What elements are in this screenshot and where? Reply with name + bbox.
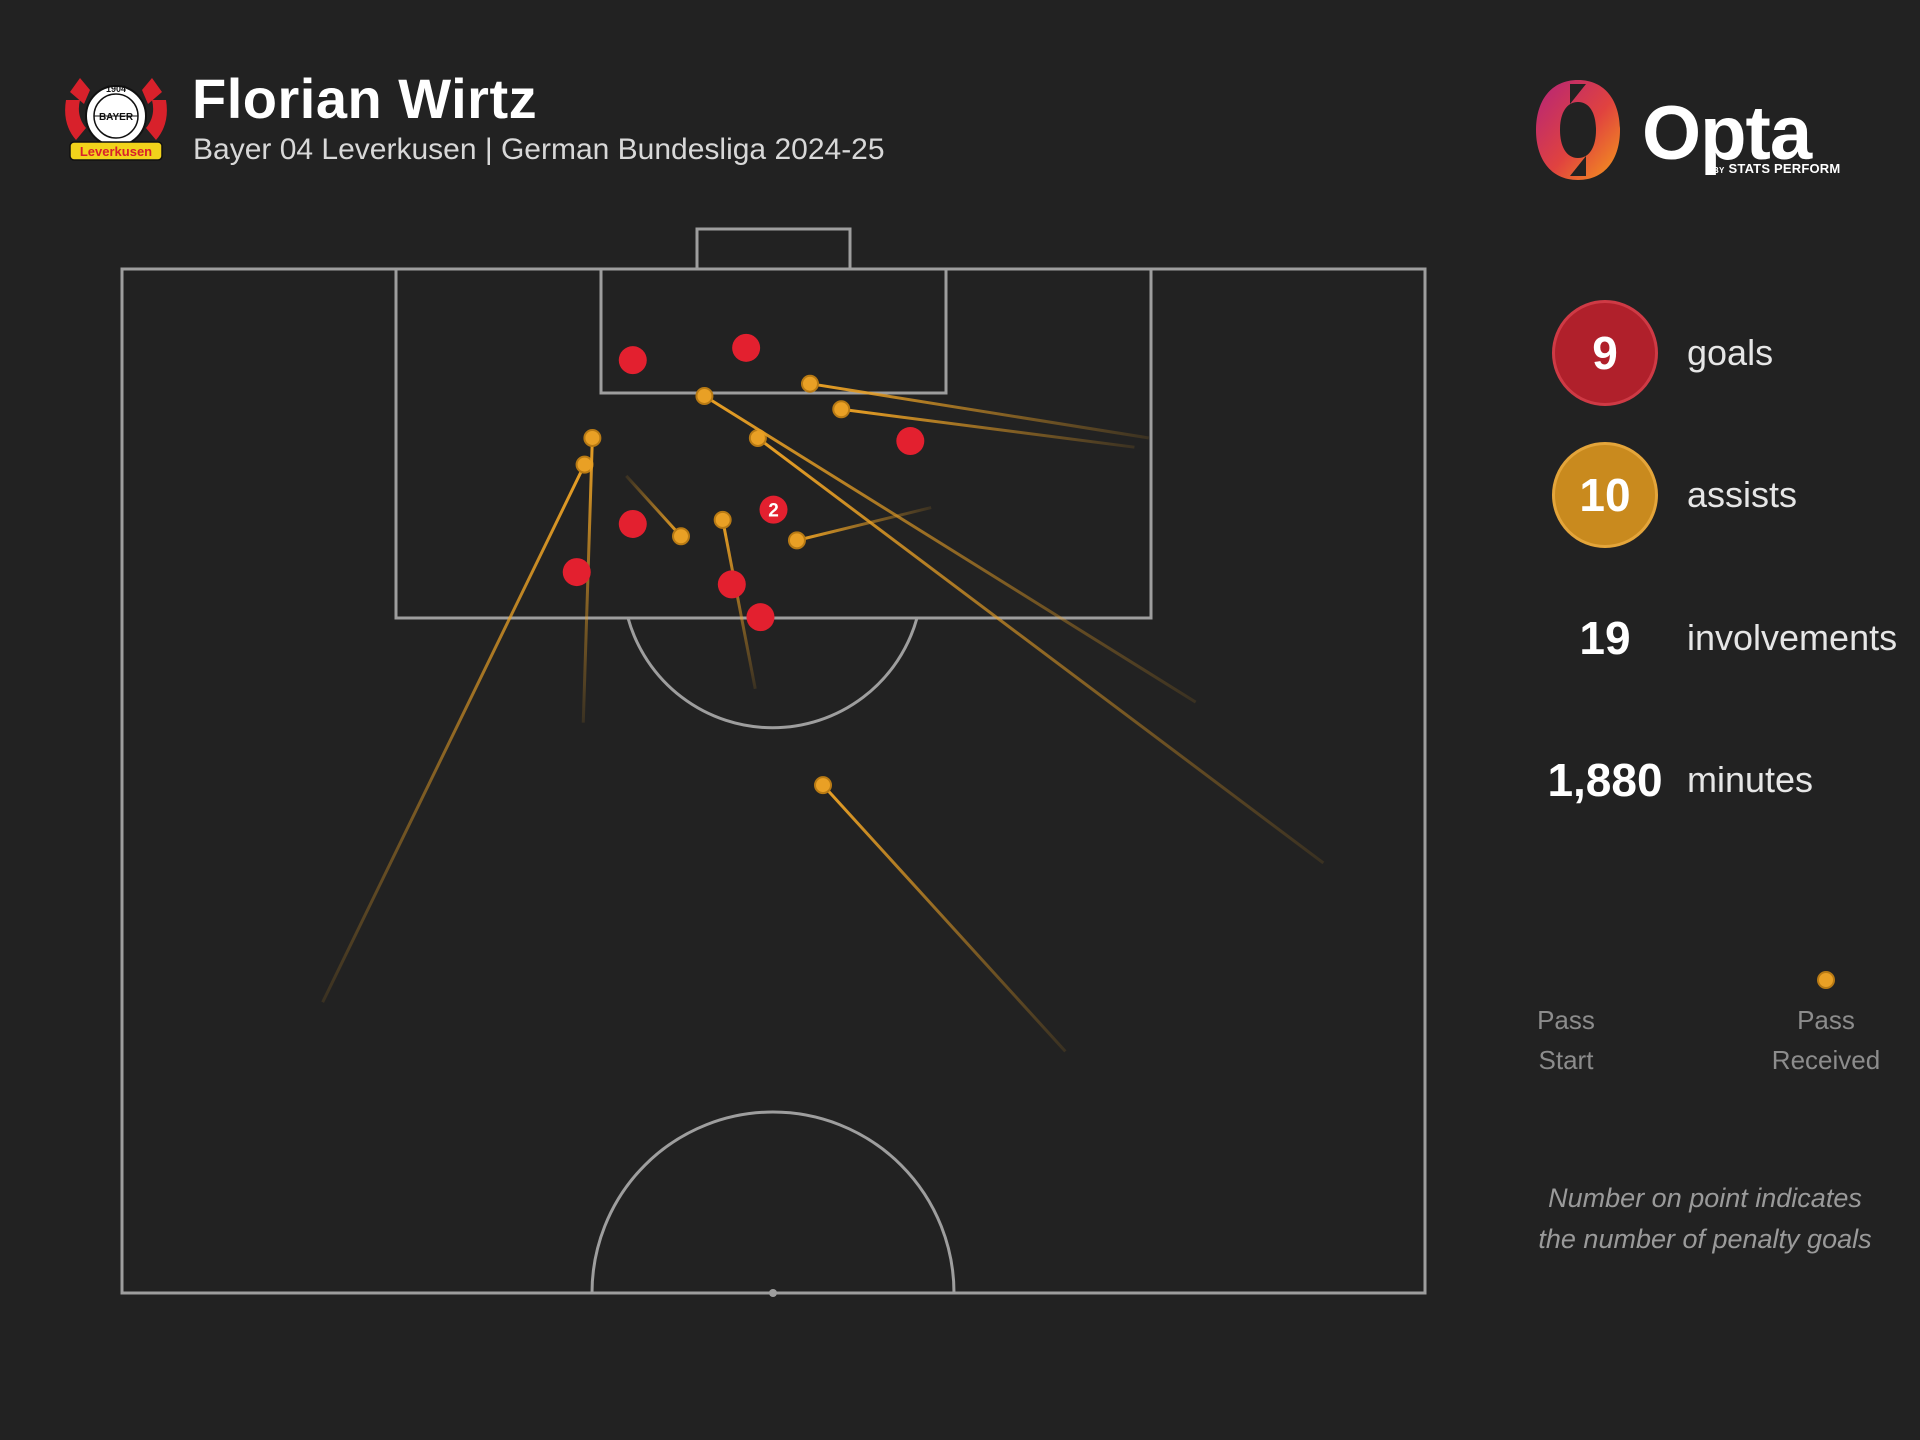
goal-point: [717, 570, 746, 599]
six-yard-box: [599, 267, 948, 395]
assist-pass-line: [703, 394, 1197, 704]
goal-frame: [695, 227, 852, 271]
assist-pass-line: [796, 506, 932, 542]
assist-received-point: [800, 374, 819, 393]
assist-received-point: [695, 386, 714, 405]
minutes-stat: 1,880 minutes: [1540, 727, 1920, 847]
assist-pass-line: [821, 784, 1067, 1053]
goal-point: [618, 346, 647, 375]
opta-wordmark: Opta: [1642, 91, 1812, 176]
centre-circle: [590, 1110, 956, 1294]
penalty-goal-count: 2: [768, 501, 779, 522]
opta-logo-icon: [1536, 80, 1620, 180]
assist-pass-line: [321, 463, 586, 1003]
penalty-area: [394, 267, 1153, 620]
centre-spot: [769, 1289, 777, 1297]
goal-point: [746, 603, 775, 632]
opta-stats-perform-text: STATS PERFORM: [1728, 161, 1841, 176]
involvements-value: 19: [1579, 612, 1631, 664]
assists-value: 10: [1552, 442, 1658, 548]
assist-received-point: [832, 400, 851, 419]
goal-layer: 2: [562, 333, 925, 632]
pitch-lines: [120, 227, 1427, 1295]
assist-pass-line: [721, 519, 757, 690]
assist-pass-line: [625, 474, 683, 538]
legend-pass-start-line2: Start: [1538, 1045, 1594, 1075]
player-title: Florian Wirtz: [192, 67, 538, 130]
legend-pass-start: Pass Start: [1506, 1000, 1626, 1080]
legend-pass-received-line2: Received: [1771, 1045, 1881, 1075]
minutes-label: minutes: [1687, 759, 1814, 800]
penalty-goal-point: [759, 495, 788, 524]
penalty-note-line2: the number of penalty goals: [1538, 1224, 1872, 1254]
involvements-stat: 19 involvements: [1540, 585, 1920, 705]
legend-pass-start-line1: Pass: [1537, 1005, 1595, 1035]
assist-pass-line: [841, 407, 1135, 449]
goal-point: [732, 333, 761, 362]
pitch-outline: [120, 267, 1427, 1295]
goals-value: 9: [1552, 300, 1658, 406]
team-season-subtitle: Bayer 04 Leverkusen | German Bundesliga …: [193, 133, 885, 166]
svg-text:1904: 1904: [106, 84, 126, 94]
penalty-arc: [626, 617, 919, 730]
assist-received-point: [814, 776, 833, 795]
involvements-label: involvements: [1687, 617, 1898, 658]
assist-received-point: [671, 527, 690, 546]
svg-text:Leverkusen: Leverkusen: [80, 144, 152, 159]
goals-label: goals: [1687, 332, 1774, 373]
assist-pass-line: [756, 436, 1325, 865]
goal-point: [896, 427, 925, 456]
assist-layer: [321, 374, 1325, 1053]
goal-point: [618, 509, 647, 538]
legend-pass-received-line1: Pass: [1797, 1005, 1855, 1035]
legend-pass-received-dot: [1817, 971, 1835, 989]
assists-label: assists: [1687, 474, 1798, 515]
svg-text:BAYER: BAYER: [99, 112, 134, 123]
opta-byline: BY STATS PERFORM: [1713, 161, 1840, 176]
assist-received-point: [787, 531, 806, 550]
header: 1904 BAYER Leverkusen Florian Wirtz Baye…: [0, 0, 1920, 200]
assist-pass-line: [809, 382, 1150, 440]
goal-point: [562, 558, 591, 587]
assists-stat: 10 assists: [1540, 442, 1920, 562]
assist-received-point: [713, 510, 732, 529]
penalty-note: Number on point indicates the number of …: [1510, 1178, 1900, 1260]
goals-stat: 9 goals: [1540, 300, 1920, 420]
minutes-value: 1,880: [1547, 754, 1663, 806]
legend-pass-received: Pass Received: [1756, 1000, 1896, 1080]
leverkusen-crest-icon: 1904 BAYER Leverkusen: [65, 78, 167, 161]
assist-received-point: [583, 428, 602, 447]
penalty-note-line1: Number on point indicates: [1548, 1183, 1862, 1213]
opta-by-text: BY: [1713, 166, 1725, 175]
